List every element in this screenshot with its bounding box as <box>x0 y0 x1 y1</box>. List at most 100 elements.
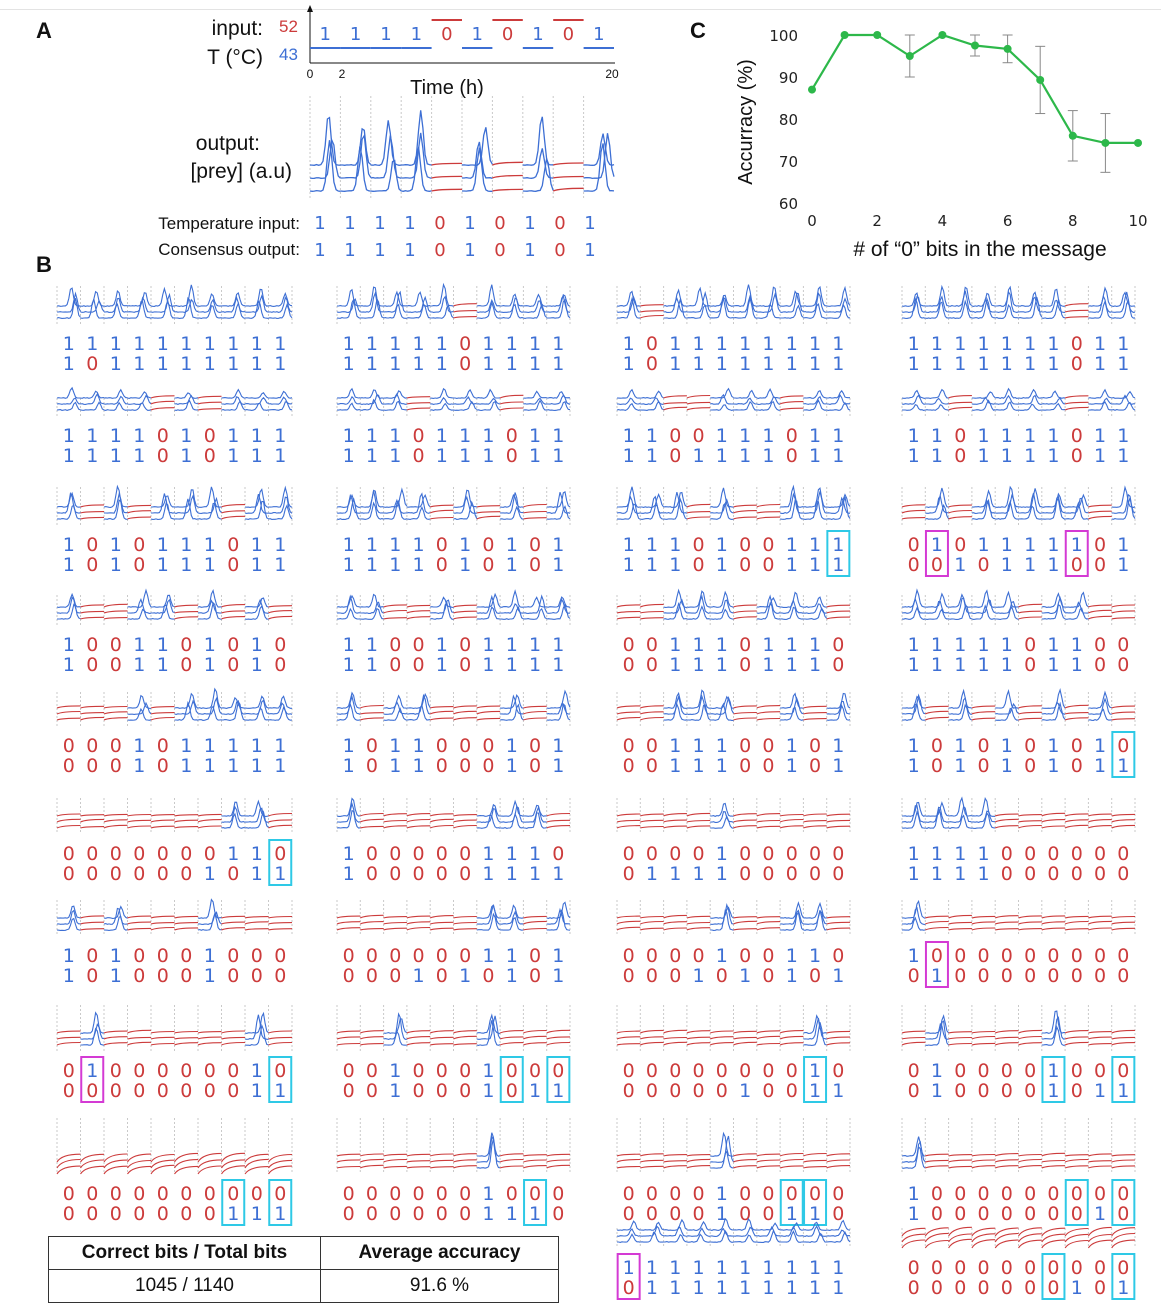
input-bit: 0 <box>413 1060 425 1082</box>
trace-segment <box>994 1159 1019 1163</box>
output-bit: 1 <box>1047 654 1059 676</box>
temperature-label: T (°C) <box>207 46 263 69</box>
trace-segment <box>360 501 384 520</box>
trace-segment <box>1111 485 1136 508</box>
output-bit: 0 <box>343 965 355 987</box>
trace-segment <box>406 1160 431 1163</box>
output-bit: 0 <box>459 1203 471 1225</box>
output-bit: 1 <box>552 353 564 375</box>
output-bit: 0 <box>1001 1080 1013 1102</box>
input-bit: 0 <box>762 945 774 967</box>
trace-segment <box>383 916 407 919</box>
input-bit: 0 <box>954 1257 966 1279</box>
output-bit: 1 <box>954 654 966 676</box>
output-bit: 1 <box>506 554 518 576</box>
trace-segment <box>383 921 407 925</box>
trace-segment <box>221 295 245 313</box>
input-bit: 0 <box>832 1060 844 1082</box>
output-bit: 1 <box>786 1277 798 1299</box>
trace-segment <box>1111 291 1136 307</box>
trace-segment <box>244 294 269 313</box>
output-trace-segment <box>552 187 584 192</box>
trace-segment <box>994 915 1019 919</box>
summary-output-bit: 1 <box>524 240 535 261</box>
trace-segment <box>616 705 641 709</box>
output-bit: 1 <box>1047 353 1059 375</box>
trace-segment <box>803 901 827 919</box>
trace-segment <box>1041 299 1066 319</box>
trace-segment <box>56 491 81 514</box>
trace-segment <box>1111 1159 1136 1163</box>
trace-segment <box>245 299 269 319</box>
trace-segment <box>244 695 269 709</box>
trace-segment <box>925 1020 950 1046</box>
trace-segment <box>733 284 757 307</box>
input-bit: 0 <box>693 843 705 865</box>
trace-segment <box>948 814 972 829</box>
trace-segment <box>640 716 664 721</box>
trace-segment <box>901 702 926 721</box>
trace-segment <box>710 814 734 829</box>
trace-segment <box>640 1165 664 1169</box>
trace-segment <box>640 825 664 829</box>
trace-segment <box>925 503 950 520</box>
trace-segment <box>406 915 431 919</box>
trace-segment <box>80 610 105 614</box>
trace-segment <box>640 819 664 823</box>
output-bit: 0 <box>366 755 378 777</box>
trace-segment <box>453 310 477 313</box>
trace-segment <box>383 1153 407 1157</box>
trace-segment <box>150 1042 175 1046</box>
trace-segment <box>1088 609 1112 614</box>
trace-segment <box>1064 1165 1089 1169</box>
output-bit: 0 <box>529 755 541 777</box>
trace-segment <box>268 819 293 823</box>
trace-segment <box>1064 406 1089 411</box>
trace-segment <box>546 825 571 829</box>
trace-segment <box>1111 394 1135 405</box>
trace-segment <box>663 1041 687 1046</box>
trace-segment <box>383 1018 408 1034</box>
output-bit: 0 <box>1094 554 1106 576</box>
trace-segment <box>1041 688 1066 709</box>
output-bit: 1 <box>180 755 192 777</box>
input-bit: 0 <box>1024 843 1036 865</box>
trace-segment <box>546 1036 571 1040</box>
input-bit: 0 <box>529 735 541 757</box>
input-bit: 0 <box>227 634 239 656</box>
trace-segment <box>500 703 524 721</box>
output-bit: 1 <box>180 554 192 576</box>
output-bit: 1 <box>809 445 821 467</box>
trace-segment <box>476 803 501 817</box>
trace-segment <box>663 1160 687 1163</box>
trace-segment <box>924 1239 949 1249</box>
output-bit: 1 <box>274 554 286 576</box>
temperature-input-label: Temperature input: <box>158 214 300 233</box>
output-bit: 0 <box>623 1203 635 1225</box>
trace-segment <box>616 1153 641 1157</box>
trace-segment <box>221 292 246 307</box>
output-bit: 1 <box>908 654 920 676</box>
output-bit: 1 <box>954 755 966 777</box>
output-bit: 0 <box>809 755 821 777</box>
input-bit: 0 <box>1071 1060 1083 1082</box>
trace-segment <box>710 487 734 508</box>
trace-segment <box>925 1165 949 1169</box>
trace-segment <box>826 700 851 715</box>
trace-segment <box>150 299 175 319</box>
input-bit: 0 <box>1024 1183 1036 1205</box>
trace-segment <box>244 288 269 307</box>
trace-segment <box>80 1159 105 1169</box>
output-bit: 1 <box>180 445 192 467</box>
trace-segment <box>150 407 175 411</box>
trace-segment <box>925 716 949 721</box>
input-bit: 1 <box>978 425 990 447</box>
trace-segment <box>971 1159 996 1163</box>
input-bit: 1 <box>157 333 169 355</box>
trace-segment <box>686 927 711 931</box>
